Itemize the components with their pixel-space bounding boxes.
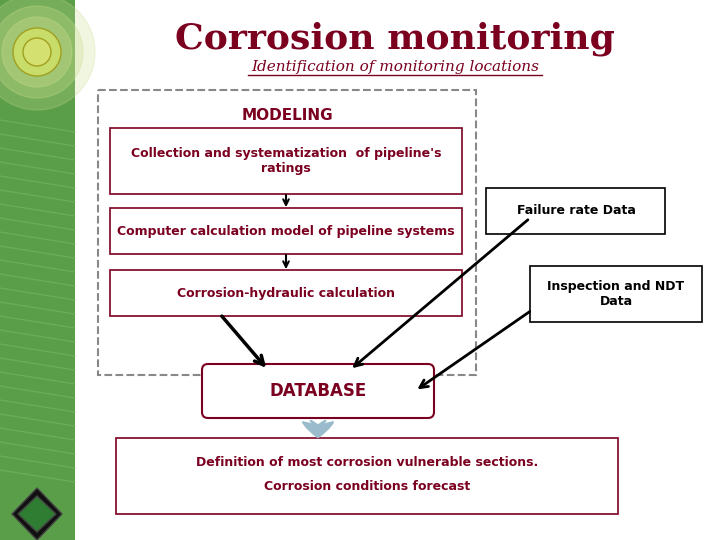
Text: Identification of monitoring locations: Identification of monitoring locations xyxy=(251,60,539,74)
Circle shape xyxy=(2,17,72,87)
FancyBboxPatch shape xyxy=(110,128,462,194)
FancyBboxPatch shape xyxy=(486,188,665,234)
Text: Collection and systematization  of pipeline's
ratings: Collection and systematization of pipeli… xyxy=(131,147,441,175)
FancyBboxPatch shape xyxy=(98,90,476,375)
Circle shape xyxy=(0,0,95,110)
Text: Computer calculation model of pipeline systems: Computer calculation model of pipeline s… xyxy=(117,225,455,238)
Text: Inspection and NDT
Data: Inspection and NDT Data xyxy=(547,280,685,308)
Circle shape xyxy=(0,6,83,98)
Text: Definition of most corrosion vulnerable sections.: Definition of most corrosion vulnerable … xyxy=(196,456,538,469)
Circle shape xyxy=(13,28,61,76)
Polygon shape xyxy=(0,0,75,540)
FancyBboxPatch shape xyxy=(110,208,462,254)
Text: Failure rate Data: Failure rate Data xyxy=(516,205,636,218)
Text: Corrosion conditions forecast: Corrosion conditions forecast xyxy=(264,481,470,494)
Text: DATABASE: DATABASE xyxy=(269,382,366,400)
FancyBboxPatch shape xyxy=(530,266,702,322)
Text: Corrosion-hydraulic calculation: Corrosion-hydraulic calculation xyxy=(177,287,395,300)
Polygon shape xyxy=(12,488,62,540)
FancyBboxPatch shape xyxy=(110,270,462,316)
FancyBboxPatch shape xyxy=(116,438,618,514)
Polygon shape xyxy=(18,496,56,532)
Circle shape xyxy=(23,38,51,66)
Text: Corrosion monitoring: Corrosion monitoring xyxy=(175,22,615,57)
FancyBboxPatch shape xyxy=(202,364,434,418)
Text: MODELING: MODELING xyxy=(241,108,333,123)
